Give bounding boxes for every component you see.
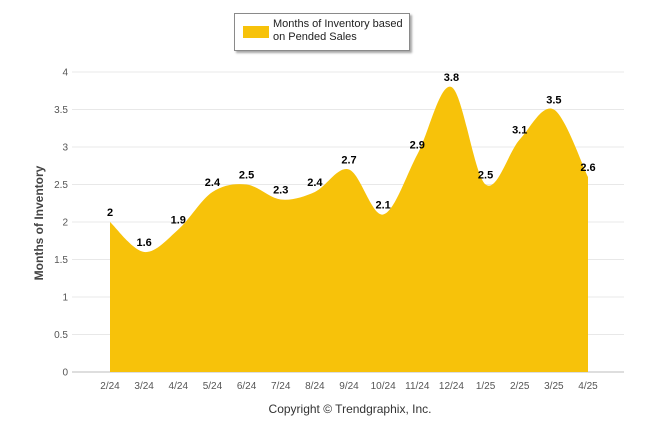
y-axis-title: Months of Inventory [32, 165, 46, 280]
data-label: 2.3 [273, 185, 288, 197]
data-labels: 2 1.6 1.9 2.4 2.5 2.3 2.4 2.7 2.1 2.9 3.8 2.5 3.1 3.5… [107, 72, 596, 249]
data-label: 2.6 [580, 162, 595, 174]
data-label: 2.9 [410, 140, 425, 152]
x-tick-label: 5/24 [203, 381, 223, 392]
y-tick-label: 3 [62, 143, 68, 154]
y-tick-label: 0 [62, 368, 68, 379]
data-label: 3.1 [512, 125, 527, 137]
x-tick-label: 4/25 [578, 381, 598, 392]
data-label: 2.4 [205, 177, 221, 189]
x-tick-label: 2/25 [510, 381, 530, 392]
y-tick-label: 1 [62, 293, 68, 304]
x-tick-label: 10/24 [371, 381, 396, 392]
copyright-footer: Copyright © Trendgraphix, Inc. [269, 402, 432, 416]
x-tick-label: 3/24 [134, 381, 154, 392]
y-tick-label: 3.5 [54, 105, 68, 116]
data-label: 2.4 [307, 177, 323, 189]
data-label: 2.5 [478, 170, 493, 182]
data-label: 2.5 [239, 170, 254, 182]
x-tick-label: 11/24 [405, 381, 430, 392]
legend: Months of Inventory based on Pended Sale… [234, 13, 410, 51]
x-tick-label: 7/24 [271, 381, 291, 392]
area-series [110, 86, 588, 372]
legend-swatch [243, 26, 269, 38]
data-label: 1.9 [171, 215, 186, 227]
x-tick-label: 2/24 [100, 381, 120, 392]
x-tick-label: 9/24 [339, 381, 359, 392]
y-tick-label: 0.5 [54, 330, 68, 341]
data-label: 2.1 [375, 200, 390, 212]
x-tick-label: 8/24 [305, 381, 325, 392]
legend-label-line1: Months of Inventory based [273, 18, 403, 30]
legend-label-line2: on Pended Sales [273, 31, 357, 43]
x-tick-label: 1/25 [476, 381, 496, 392]
x-tick-label: 4/24 [169, 381, 189, 392]
y-tick-label: 2.5 [54, 180, 68, 191]
x-tick-label: 6/24 [237, 381, 257, 392]
x-tick-label: 12/24 [439, 381, 464, 392]
y-tick-label: 2 [62, 218, 68, 229]
data-label: 3.8 [444, 72, 459, 84]
data-label: 2 [107, 207, 113, 219]
y-tick-label: 4 [62, 68, 68, 79]
x-tick-label: 3/25 [544, 381, 564, 392]
y-tick-label: 1.5 [54, 255, 68, 266]
data-label: 2.7 [341, 155, 356, 167]
data-label: 1.6 [136, 237, 151, 249]
y-axis-ticks: 0 0.5 1 1.5 2 2.5 3 3.5 4 [54, 68, 68, 379]
data-label: 3.5 [546, 95, 561, 107]
legend-label: Months of Inventory based on Pended Sale… [273, 18, 407, 44]
x-axis-ticks: 2/24 3/24 4/24 5/24 6/24 7/24 8/24 9/24 10/24 11/… [100, 381, 598, 392]
